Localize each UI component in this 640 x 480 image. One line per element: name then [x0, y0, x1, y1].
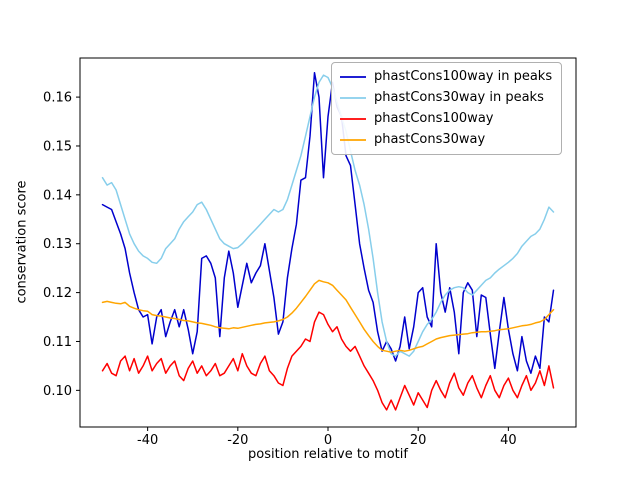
x-axis-label: position relative to motif [248, 447, 408, 462]
legend-line-phastcons30way [340, 139, 366, 141]
legend-item-phastcons100way: phastCons100way [339, 110, 552, 128]
series-line-phastcons30way [101, 279, 555, 353]
y-tick-label: 0.11 [43, 335, 72, 350]
x-tick-label: -40 [137, 433, 158, 448]
legend-line-phastcons30way-in-peaks [340, 97, 366, 99]
legend-line-phastcons100way-in-peaks [340, 76, 366, 78]
x-tick-label: 0 [324, 433, 332, 448]
legend-item-phastcons30way-in-peaks: phastCons30way in peaks [339, 89, 552, 107]
legend-label-phastcons100way: phastCons100way [374, 111, 494, 126]
x-tick-label: -20 [227, 433, 248, 448]
legend-label-phastcons100way-in-peaks: phastCons100way in peaks [374, 69, 553, 84]
legend-label-phastcons30way: phastCons30way [374, 132, 486, 147]
y-axis-label: conservation score [14, 180, 30, 304]
y-tick-label: 0.14 [43, 188, 72, 203]
series-line-phastcons30way-in-peaks [101, 74, 555, 357]
legend-line-phastcons100way [340, 118, 366, 120]
legend-item-phastcons100way-in-peaks: phastCons100way in peaks [339, 68, 552, 86]
y-tick-label: 0.16 [43, 91, 72, 106]
y-tick-label: 0.13 [43, 237, 72, 252]
x-tick-label: 40 [500, 433, 517, 448]
legend: phastCons100way in peaks phastCons30way i… [331, 62, 563, 155]
legend-item-phastcons30way: phastCons30way [339, 131, 552, 149]
x-tick-label: 20 [410, 433, 427, 448]
legend-label-phastcons30way-in-peaks: phastCons30way in peaks [374, 90, 544, 105]
y-tick-label: 0.10 [43, 384, 72, 399]
y-tick-label: 0.15 [43, 139, 72, 154]
y-tick-label: 0.12 [43, 286, 72, 301]
series-line-phastcons100way [101, 311, 555, 411]
series-line-phastcons100way-in-peaks [101, 71, 555, 374]
